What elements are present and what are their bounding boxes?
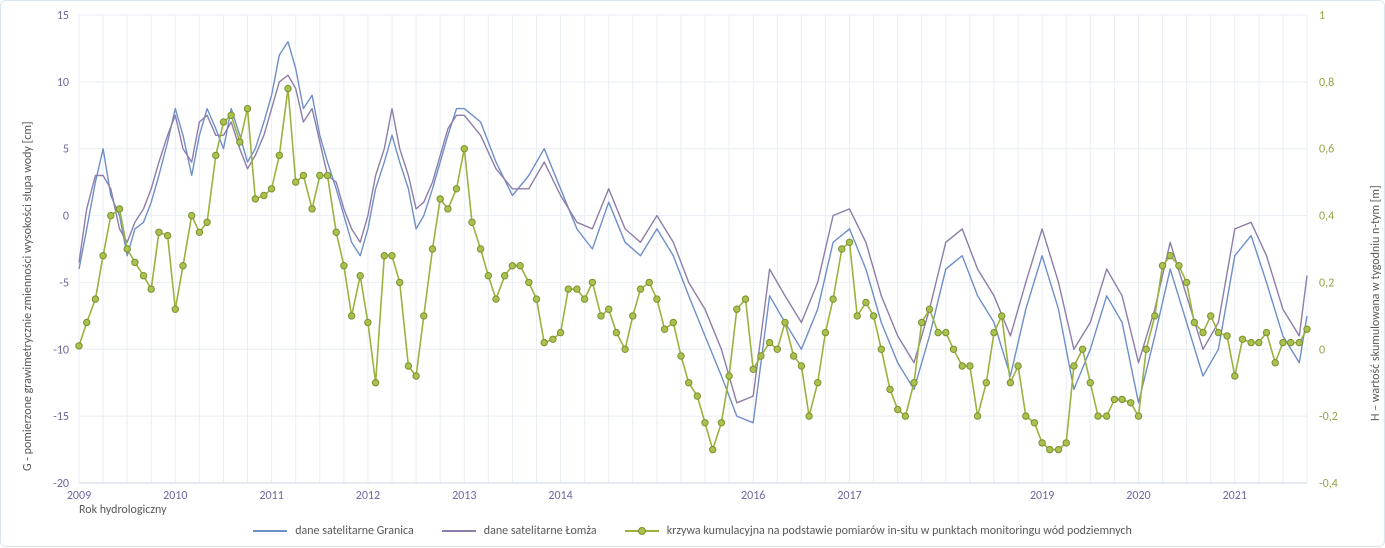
svg-text:2014: 2014 [548,489,572,503]
svg-text:0,8: 0,8 [1319,76,1334,90]
series-granica [79,42,1307,423]
svg-text:2011: 2011 [259,489,283,503]
legend-label-lomza: dane satelitarne Łomża [484,524,597,538]
chart-container: -20-15-10-5051015-0,4-0,200,20,40,60,812… [0,0,1385,547]
svg-text:-5: -5 [59,276,69,290]
x-axis-title: Rok hydrologiczny [79,503,167,517]
legend-item-insitu: krzywa kumulacyjna na podstawie pomiarów… [625,524,1132,538]
svg-text:2013: 2013 [452,489,476,503]
svg-text:-0,2: -0,2 [1319,410,1338,424]
legend-item-lomza: dane satelitarne Łomża [442,524,597,538]
legend-swatch-granica [253,530,287,532]
svg-text:-10: -10 [53,343,69,357]
y-left-axis-title: G - pomierzone grawimetrycznie zmiennośc… [21,121,35,471]
y-right-axis-title: H – wartość skumulowana w tygodniu n-tym… [1369,185,1383,421]
grid [79,15,1307,483]
svg-text:5: 5 [63,143,69,157]
legend-item-granica: dane satelitarne Granica [253,524,414,538]
legend-swatch-lomza [442,530,476,532]
svg-text:2021: 2021 [1223,489,1247,503]
legend-swatch-insitu [625,526,659,536]
svg-text:2019: 2019 [1030,489,1054,503]
svg-text:10: 10 [57,76,69,90]
svg-text:2020: 2020 [1126,489,1150,503]
svg-text:-0,4: -0,4 [1319,477,1338,491]
ticks: -20-15-10-5051015-0,4-0,200,20,40,60,812… [53,9,1338,503]
svg-text:1: 1 [1319,9,1325,23]
svg-text:2012: 2012 [356,489,380,503]
legend-label-granica: dane satelitarne Granica [295,524,414,538]
svg-text:2017: 2017 [837,489,861,503]
svg-text:2009: 2009 [67,489,91,503]
svg-text:15: 15 [57,9,69,23]
legend-label-insitu: krzywa kumulacyjna na podstawie pomiarów… [667,524,1132,538]
legend: dane satelitarne Granica dane satelitarn… [1,524,1384,538]
chart-svg: -20-15-10-5051015-0,4-0,200,20,40,60,812… [1,1,1385,548]
svg-text:2010: 2010 [163,489,187,503]
svg-text:0,6: 0,6 [1319,143,1334,157]
svg-text:-15: -15 [53,410,69,424]
svg-text:0: 0 [63,210,69,224]
svg-text:0,4: 0,4 [1319,210,1334,224]
series-insitu [79,89,1307,450]
svg-text:0,2: 0,2 [1319,276,1334,290]
svg-text:0: 0 [1319,343,1325,357]
svg-text:2016: 2016 [741,489,765,503]
